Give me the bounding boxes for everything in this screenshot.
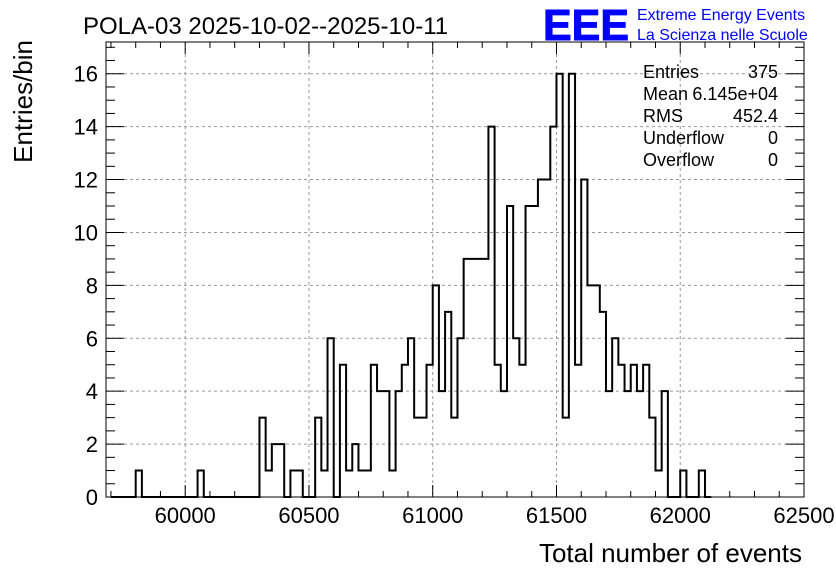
x-tick-label: 62500 — [773, 503, 834, 528]
stats-label: Underflow — [643, 128, 725, 148]
eee-logo-line1: Extreme Energy Events — [637, 7, 805, 24]
stats-label: RMS — [643, 106, 683, 126]
x-tick-label: 60000 — [155, 503, 216, 528]
stats-label: Overflow — [643, 150, 715, 170]
x-tick-label: 61500 — [526, 503, 587, 528]
plot-frame — [105, 41, 805, 498]
eee-logo-mark: EEE — [543, 1, 629, 50]
stats-label: Mean — [643, 84, 688, 104]
y-tick-label: 0 — [86, 485, 98, 510]
y-tick-label: 12 — [74, 168, 98, 193]
y-axis-label: Entries/bin — [8, 40, 38, 163]
chart-title: POLA-03 2025-10-02--2025-10-11 — [83, 13, 448, 40]
y-tick-label: 14 — [74, 115, 98, 140]
stats-value: 0 — [768, 128, 778, 148]
y-tick-label: 2 — [86, 432, 98, 457]
grid-lines — [106, 42, 805, 497]
x-axis: 60000 60500 61000 61500 62000 62500 — [110, 42, 835, 528]
y-tick-label: 4 — [86, 379, 98, 404]
histogram-series — [110, 72, 712, 498]
stats-value: 0 — [768, 150, 778, 170]
y-tick-label: 6 — [86, 326, 98, 351]
eee-logo-line2: La Scienza nelle Scuole — [637, 27, 808, 44]
x-tick-label: 60500 — [278, 503, 339, 528]
stats-value: 375 — [748, 62, 778, 82]
stats-value: 6.145e+04 — [692, 84, 778, 104]
x-axis-label: Total number of events — [539, 538, 802, 568]
x-tick-label: 62000 — [650, 503, 711, 528]
stats-box: Entries 375 Mean 6.145e+04 RMS 452.4 Underflow… — [643, 62, 778, 170]
y-axis: 0 2 4 6 8 10 12 14 16 — [74, 46, 804, 510]
y-tick-label: 16 — [74, 62, 98, 87]
y-tick-label: 10 — [74, 220, 98, 245]
y-tick-label: 8 — [86, 273, 98, 298]
x-tick-label: 61000 — [402, 503, 463, 528]
stats-value: 452.4 — [733, 106, 778, 126]
stats-label: Entries — [643, 62, 699, 82]
